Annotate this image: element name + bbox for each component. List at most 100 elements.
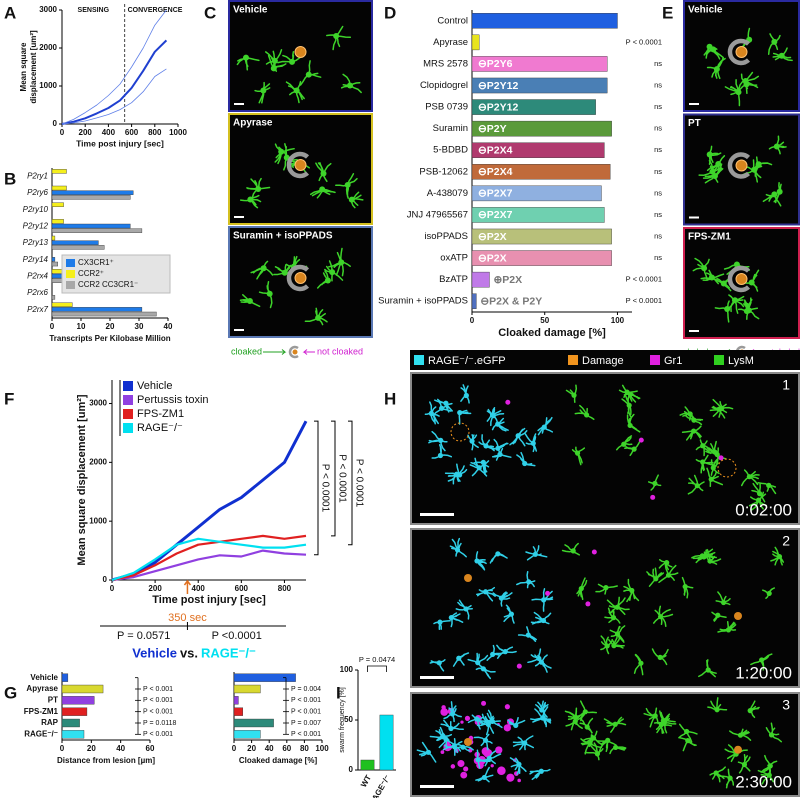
category-label: P2rx7 — [27, 305, 48, 314]
x-tick-label: 50 — [540, 316, 549, 325]
cell-body — [611, 643, 617, 649]
cell-body — [260, 265, 267, 272]
bar — [233, 696, 239, 705]
cell-body — [281, 269, 288, 276]
cell — [760, 754, 778, 773]
legend-label: LysM — [728, 355, 754, 367]
category-label: Suramin + isoPPADS — [378, 296, 468, 307]
cell-body — [708, 274, 715, 281]
cell-body — [701, 265, 708, 272]
cell — [647, 474, 662, 491]
cell — [574, 700, 598, 722]
cell — [710, 456, 720, 476]
cell — [246, 177, 271, 198]
cell — [624, 438, 642, 457]
cell-body — [715, 612, 721, 618]
gr1-cell — [460, 720, 464, 724]
cell-body — [247, 196, 254, 203]
cell-body — [714, 707, 720, 713]
gr1-cell — [463, 766, 469, 772]
cell-body — [715, 160, 722, 167]
cell — [304, 307, 328, 326]
cell-body — [612, 721, 618, 727]
x-tick-label: 40 — [265, 744, 274, 753]
category-label: Vehicle — [30, 673, 58, 682]
micrograph — [410, 692, 800, 797]
cell — [335, 173, 358, 199]
cell — [475, 667, 496, 680]
comparison-vs: vs. — [180, 645, 198, 660]
cell-body — [725, 627, 732, 633]
cell-body — [710, 46, 717, 53]
cell — [449, 537, 467, 558]
cell-body — [572, 718, 578, 724]
y-axis-label: swarm frequency [%] — [339, 687, 346, 752]
damage — [464, 738, 472, 746]
p-label: P < 0.001 — [291, 697, 321, 704]
category-label: PSB 0739 — [425, 102, 468, 113]
cell-body — [526, 579, 532, 585]
cell-body — [530, 440, 536, 446]
cell — [316, 270, 329, 289]
cell — [455, 599, 473, 620]
y-tick-label: 0 — [53, 119, 58, 128]
cell-body — [709, 168, 716, 175]
bar — [233, 730, 261, 739]
cell-body — [539, 707, 545, 713]
cell — [340, 73, 362, 94]
category-label: Suramin — [433, 123, 468, 134]
bar — [51, 240, 99, 245]
cell-body — [685, 738, 691, 744]
cell-body — [712, 449, 718, 455]
cell-body — [570, 548, 576, 554]
cell — [424, 401, 440, 425]
x-tick-label: 80 — [300, 744, 309, 753]
y-tick-label: 2000 — [89, 457, 107, 466]
x-tick-label: 0 — [60, 744, 65, 753]
cell-body — [489, 412, 496, 418]
cell-body — [448, 615, 454, 621]
cell — [706, 467, 724, 488]
cell — [429, 659, 446, 672]
cell — [729, 728, 752, 741]
cell — [512, 735, 535, 751]
cell-body — [490, 651, 496, 657]
cell — [772, 47, 793, 62]
cell — [476, 586, 496, 602]
cell-body — [614, 604, 620, 610]
cell-body — [626, 402, 632, 408]
x-tick-label: 40 — [164, 322, 173, 331]
category-label: P2ry1 — [27, 171, 48, 180]
legend-label: FPS-ZM1 — [137, 408, 184, 420]
cell — [509, 757, 527, 775]
micrograph — [410, 528, 800, 688]
x-tick-label: 0 — [470, 316, 475, 325]
cell — [527, 648, 546, 667]
category-label: P2rx6 — [27, 288, 48, 297]
cell-body — [243, 54, 250, 61]
scale-bar — [689, 216, 699, 219]
frame-label: Suramin + isoPPADS — [233, 231, 333, 242]
gr1-cell — [516, 663, 522, 669]
bar — [51, 311, 157, 317]
cell-body — [425, 749, 432, 755]
bar — [51, 219, 64, 224]
bar — [471, 120, 612, 137]
p-label: P = 0.0474 — [359, 655, 395, 664]
cell-body — [266, 290, 273, 297]
cell — [715, 591, 731, 606]
cell-body — [713, 770, 719, 776]
category-label: Apyrase — [26, 684, 58, 693]
gr1-cell — [638, 437, 644, 443]
cell — [597, 739, 617, 753]
cell — [707, 697, 728, 711]
x-tick-label: 800 — [278, 584, 292, 593]
cell-body — [439, 405, 445, 411]
x-tick-label: 100 — [315, 744, 329, 753]
cell-body — [516, 761, 522, 767]
cell — [652, 605, 674, 627]
cell — [621, 393, 632, 418]
cell — [595, 583, 618, 595]
bar — [471, 250, 612, 266]
y-tick-label: 0 — [349, 765, 354, 774]
